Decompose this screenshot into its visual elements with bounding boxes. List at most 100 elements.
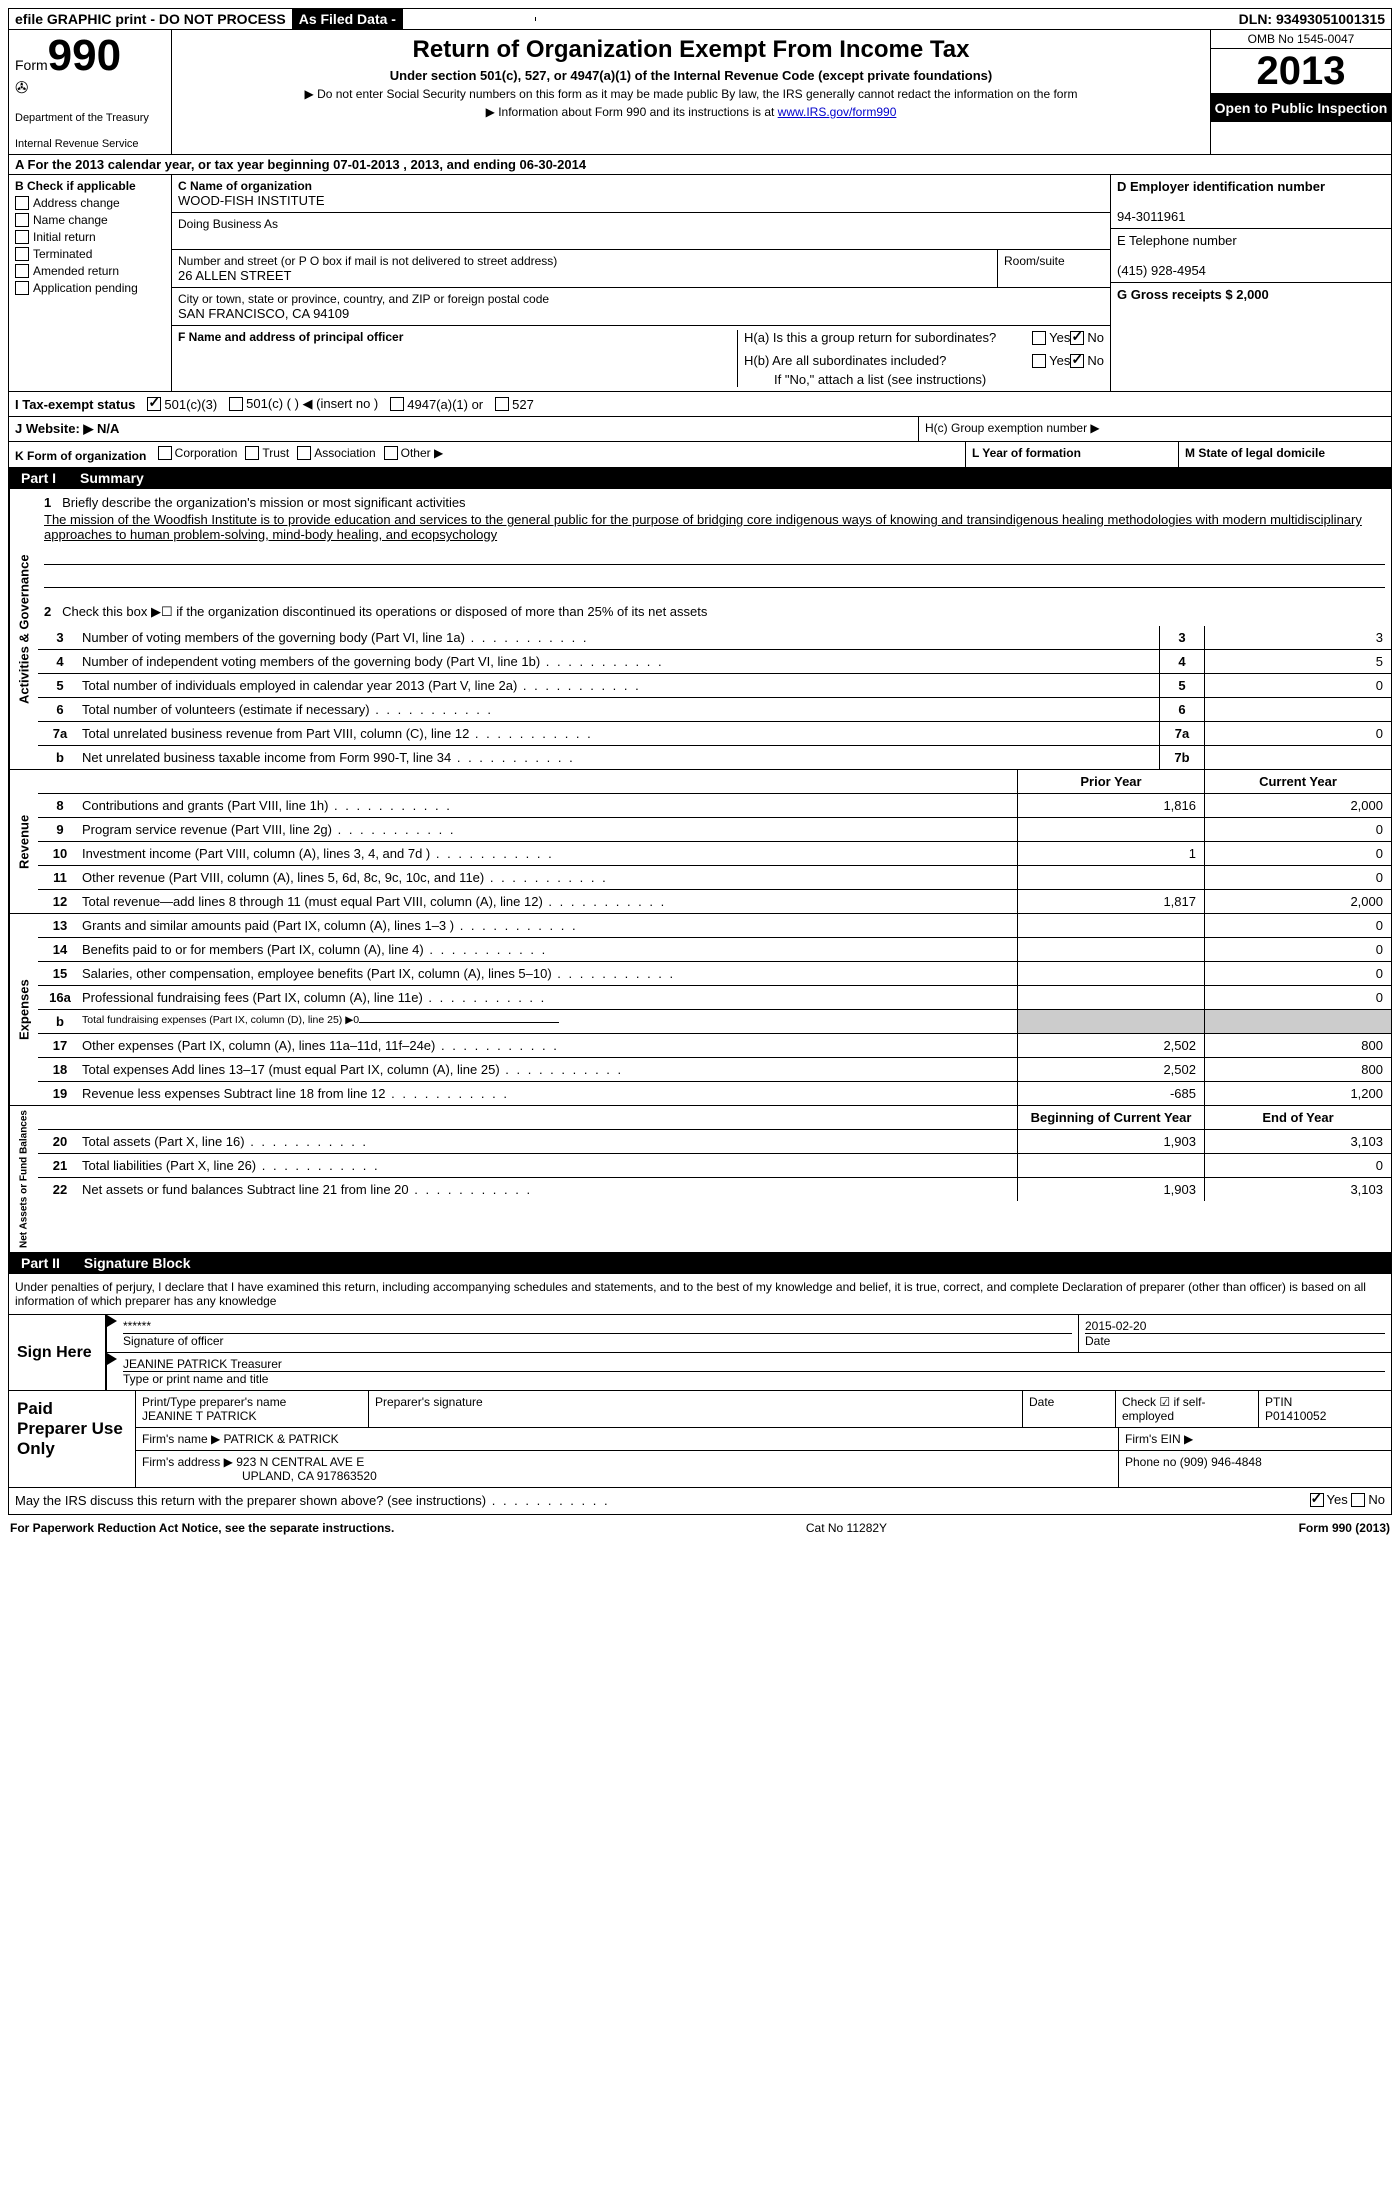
netassets-line-20: 20Total assets (Part X, line 16)1,9033,1… — [38, 1130, 1391, 1154]
i-opt3: 4947(a)(1) or — [407, 397, 483, 412]
k-r: M State of legal domicile — [1178, 442, 1391, 467]
dba-label: Doing Business As — [178, 217, 278, 231]
note2-link[interactable]: www.IRS.gov/form990 — [778, 105, 897, 119]
checkbox-initial-return[interactable]: Initial return — [15, 230, 165, 244]
expense-line-13: 13Grants and similar amounts paid (Part … — [38, 914, 1391, 938]
hb-label: H(b) Are all subordinates included? — [744, 353, 1032, 368]
street-label: Number and street (or P O box if mail is… — [178, 254, 557, 268]
efile-label: efile GRAPHIC print - DO NOT PROCESS — [9, 9, 293, 29]
i-4947[interactable]: 4947(a)(1) or — [390, 397, 483, 412]
col-d: D Employer identification number 94-3011… — [1110, 175, 1391, 391]
tel-label: E Telephone number — [1117, 233, 1237, 248]
k-m: L Year of formation — [965, 442, 1178, 467]
arrow-icon — [107, 1353, 117, 1365]
ha-yes[interactable]: Yes — [1032, 330, 1070, 345]
discuss-row: May the IRS discuss this return with the… — [8, 1488, 1392, 1515]
open-public: Open to Public Inspection — [1211, 94, 1391, 122]
form-number: 990 — [48, 31, 121, 80]
i-501c[interactable]: 501(c) ( ) ◀ (insert no ) — [229, 396, 378, 412]
expense-line-19: 19Revenue less expenses Subtract line 18… — [38, 1082, 1391, 1105]
hb-no[interactable]: No — [1070, 353, 1104, 368]
firm-addr: 923 N CENTRAL AVE E — [236, 1455, 364, 1469]
row-k: K Form of organization Corporation Trust A… — [8, 442, 1392, 468]
discuss-no[interactable]: No — [1351, 1492, 1385, 1507]
tel: (415) 928-4954 — [1117, 263, 1206, 278]
paid-preparer-row: Paid Preparer Use Only Print/Type prepar… — [8, 1391, 1392, 1488]
name-label: C Name of organization — [178, 179, 312, 193]
col-c: C Name of organization WOOD-FISH INSTITU… — [172, 175, 1110, 391]
ha-no[interactable]: No — [1070, 330, 1104, 345]
sig-name-cell: JEANINE PATRICK Treasurer Type or print … — [117, 1353, 1391, 1390]
asfiled-label: As Filed Data - — [293, 9, 403, 29]
blank-line — [44, 569, 1385, 588]
checkbox-address-change[interactable]: Address change — [15, 196, 165, 210]
k-label: K Form of organization — [15, 449, 146, 463]
sign-here-label: Sign Here — [9, 1315, 105, 1390]
k-opt-trust[interactable]: Trust — [245, 446, 289, 460]
cell-city: City or town, state or province, country… — [172, 288, 1110, 326]
netassets-line-21: 21Total liabilities (Part X, line 26)0 — [38, 1154, 1391, 1178]
k-opt-other[interactable]: Other ▶ — [384, 446, 444, 460]
expense-line-15: 15Salaries, other compensation, employee… — [38, 962, 1391, 986]
i-label: I Tax-exempt status — [15, 397, 135, 412]
hb-yes[interactable]: Yes — [1032, 353, 1070, 368]
expense-line-17: 17Other expenses (Part IX, column (A), l… — [38, 1034, 1391, 1058]
k-opt-association[interactable]: Association — [297, 446, 375, 460]
sig-date-label: Date — [1085, 1333, 1385, 1348]
irs: Internal Revenue Service — [15, 138, 165, 150]
footer-right: Form 990 (2013) — [1299, 1521, 1390, 1535]
part2-header: Part II Signature Block — [8, 1253, 1392, 1274]
penalties-text: Under penalties of perjury, I declare th… — [8, 1274, 1392, 1315]
page-footer: For Paperwork Reduction Act Notice, see … — [8, 1515, 1392, 1541]
i-501c3[interactable]: 501(c)(3) — [147, 397, 217, 412]
revenue-line-12: 12Total revenue—add lines 8 through 11 (… — [38, 890, 1391, 913]
row-j: J Website: ▶ N/A H(c) Group exemption nu… — [8, 417, 1392, 442]
sign-here-row: Sign Here ****** Signature of officer 20… — [8, 1315, 1392, 1391]
current-year-hdr: Current Year — [1204, 770, 1391, 793]
paid-label: Paid Preparer Use Only — [9, 1391, 135, 1487]
cell-ein: D Employer identification number 94-3011… — [1111, 175, 1391, 229]
mission-text: The mission of the Woodfish Institute is… — [44, 512, 1385, 542]
i-opt4: 527 — [512, 397, 534, 412]
governance-vlabel: Activities & Governance — [9, 489, 38, 769]
firm-phone: Phone no (909) 946-4848 — [1119, 1451, 1391, 1487]
form-subtitle: Under section 501(c), 527, or 4947(a)(1)… — [180, 68, 1202, 83]
form-word: Form — [15, 57, 48, 73]
i-527[interactable]: 527 — [495, 397, 534, 412]
discuss-yes[interactable]: Yes — [1310, 1492, 1348, 1507]
line-1: 1 Briefly describe the organization's mi… — [38, 489, 1391, 598]
prep-name: JEANINE T PATRICK — [142, 1409, 362, 1423]
checkbox-name-change[interactable]: Name change — [15, 213, 165, 227]
gov-line-3: 3Number of voting members of the governi… — [38, 626, 1391, 650]
sig-name: JEANINE PATRICK Treasurer — [123, 1357, 1385, 1371]
arrow-icon — [107, 1315, 117, 1327]
k-left: K Form of organization Corporation Trust A… — [9, 442, 965, 467]
line-2: 2 Check this box ▶☐ if the organization … — [38, 598, 1391, 626]
m-state: M State of legal domicile — [1185, 446, 1325, 460]
part2-title: Signature Block — [72, 1253, 1391, 1273]
gross-label: G Gross receipts $ 2,000 — [1117, 287, 1269, 302]
sig-date-cell: 2015-02-20 Date — [1078, 1315, 1391, 1352]
begin-year-hdr: Beginning of Current Year — [1017, 1106, 1204, 1129]
expense-line-14: 14Benefits paid to or for members (Part … — [38, 938, 1391, 962]
expense-line-16a: 16aProfessional fundraising fees (Part I… — [38, 986, 1391, 1010]
header-left: Form990 ✇ Department of the Treasury Int… — [9, 30, 172, 154]
checkbox-amended-return[interactable]: Amended return — [15, 264, 165, 278]
checkbox-terminated[interactable]: Terminated — [15, 247, 165, 261]
discuss-text: May the IRS discuss this return with the… — [15, 1493, 486, 1508]
section-expenses: Expenses 13Grants and similar amounts pa… — [8, 914, 1392, 1106]
k-opt-corporation[interactable]: Corporation — [158, 446, 238, 460]
expenses-vlabel: Expenses — [9, 914, 38, 1105]
cell-f-h: F Name and address of principal officer … — [172, 326, 1110, 391]
cell-gross: G Gross receipts $ 2,000 — [1111, 283, 1391, 306]
city-label: City or town, state or province, country… — [178, 292, 549, 306]
blank-line — [44, 546, 1385, 565]
section-governance: Activities & Governance 1 Briefly descri… — [8, 489, 1392, 770]
col-b: B Check if applicable Address changeName… — [9, 175, 172, 391]
l2-desc: Check this box ▶☐ if the organization di… — [62, 604, 707, 619]
firm-name-label: Firm's name ▶ — [142, 1432, 220, 1446]
checkbox-application-pending[interactable]: Application pending — [15, 281, 165, 295]
asfiled-blank — [403, 17, 536, 21]
l-year: L Year of formation — [972, 446, 1081, 460]
self-employed[interactable]: Check ☑ if self-employed — [1116, 1391, 1259, 1427]
